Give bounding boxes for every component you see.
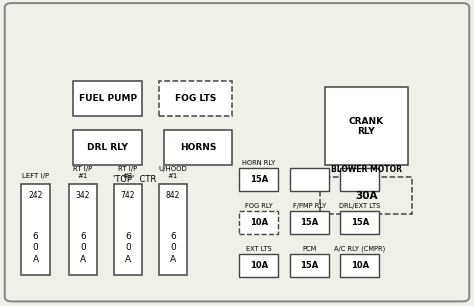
Bar — [325, 87, 408, 165]
Text: 742: 742 — [121, 191, 135, 200]
Text: 10A: 10A — [250, 261, 268, 270]
Text: 30A: 30A — [355, 191, 377, 201]
Text: A/C RLY (CMPR): A/C RLY (CMPR) — [334, 245, 385, 252]
Bar — [239, 168, 278, 191]
Bar — [69, 184, 97, 275]
Text: 6
0
A: 6 0 A — [33, 232, 38, 264]
Text: HORN RLY: HORN RLY — [242, 160, 275, 166]
Text: EXT LTS: EXT LTS — [246, 245, 272, 252]
Text: 15A: 15A — [351, 218, 369, 227]
Text: DRL/EXT LTS: DRL/EXT LTS — [339, 203, 381, 209]
Bar — [73, 81, 142, 116]
Bar — [290, 168, 329, 191]
Text: FOG RLY: FOG RLY — [245, 203, 273, 209]
Bar — [21, 184, 50, 275]
Bar — [114, 184, 142, 275]
Bar — [239, 254, 278, 277]
Bar — [239, 211, 278, 234]
Text: BLOWER MOTOR: BLOWER MOTOR — [331, 165, 401, 174]
Text: F/PMP RLY: F/PMP RLY — [293, 203, 326, 209]
Text: 15A: 15A — [301, 261, 319, 270]
Text: 6
0
A: 6 0 A — [80, 232, 86, 264]
Text: CRANK
RLY: CRANK RLY — [348, 117, 384, 136]
Text: LEFT I/P: LEFT I/P — [22, 173, 49, 179]
Text: 10A: 10A — [250, 218, 268, 227]
Text: FOG LTS: FOG LTS — [175, 94, 216, 103]
Text: PCM: PCM — [302, 245, 317, 252]
FancyBboxPatch shape — [5, 3, 469, 301]
Bar — [290, 211, 329, 234]
Bar — [290, 254, 329, 277]
Text: 6
0
A: 6 0 A — [170, 232, 176, 264]
Bar — [159, 81, 232, 116]
Text: HORNS: HORNS — [180, 143, 216, 152]
Text: FUEL PUMP: FUEL PUMP — [79, 94, 137, 103]
Text: 6
0
A: 6 0 A — [125, 232, 131, 264]
Text: 'TOP'  CTR: 'TOP' CTR — [113, 174, 157, 184]
Text: U/HOOD
#1: U/HOOD #1 — [159, 166, 187, 179]
Bar — [340, 211, 379, 234]
Text: 15A: 15A — [250, 175, 268, 184]
Text: DRL RLY: DRL RLY — [87, 143, 128, 152]
Text: 842: 842 — [166, 191, 180, 200]
Bar — [159, 184, 187, 275]
Bar — [164, 130, 232, 165]
Bar — [320, 177, 412, 214]
Text: RT I/P
#2: RT I/P #2 — [118, 166, 137, 179]
Text: 242: 242 — [28, 191, 43, 200]
Text: 10A: 10A — [351, 261, 369, 270]
Text: 342: 342 — [76, 191, 90, 200]
Text: RT I/P
#1: RT I/P #1 — [73, 166, 92, 179]
Bar — [340, 168, 379, 191]
Text: 15A: 15A — [301, 218, 319, 227]
Bar — [340, 254, 379, 277]
Bar — [73, 130, 142, 165]
